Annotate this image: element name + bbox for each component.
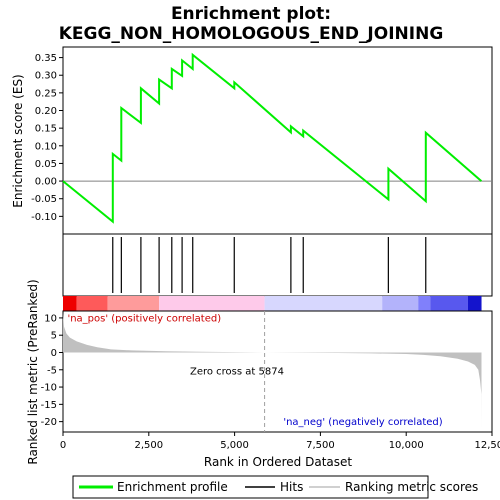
colorbar-segment bbox=[264, 296, 383, 311]
colorbar-segment bbox=[382, 296, 419, 311]
rank-y-tick-label: 0 bbox=[51, 348, 57, 359]
rank-y-tick-label: -20 bbox=[41, 417, 57, 428]
rank-y-axis: 10 5 0 -5 -10 -15 -20 bbox=[41, 313, 63, 428]
rank-y-tick-label: -10 bbox=[41, 383, 57, 394]
es-y-tick-label: 0.30 bbox=[35, 71, 57, 82]
legend-hits-label: Hits bbox=[280, 480, 303, 494]
rank-y-tick-label: 10 bbox=[44, 313, 57, 324]
rank-annotation: 'na_pos' (positively correlated) bbox=[67, 313, 221, 324]
rank-y-tick-label: -5 bbox=[47, 365, 57, 376]
rank-y-axis-title: Ranked list metric (PreRanked) bbox=[26, 279, 40, 464]
es-y-tick-label: 0.10 bbox=[35, 141, 57, 152]
x-axis: 0 2,500 5,000 7,500 10,000 12,500 bbox=[60, 432, 500, 451]
es-y-axis: -0.10 -0.05 0.00 0.05 0.10 0.15 0.20 0.25 0.30 0.… bbox=[31, 53, 63, 223]
rank-y-tick-label: 5 bbox=[51, 331, 57, 342]
colorbar-segment bbox=[430, 296, 468, 311]
es-y-tick-label: 0.05 bbox=[35, 159, 57, 170]
x-tick-label: 0 bbox=[60, 440, 66, 451]
es-y-tick-label: -0.05 bbox=[31, 194, 57, 205]
rank-colorbar bbox=[63, 296, 482, 311]
legend-enrichment-label: Enrichment profile bbox=[117, 480, 228, 494]
rank-annotation: Zero cross at 5874 bbox=[190, 366, 284, 377]
es-y-tick-label: -0.10 bbox=[31, 212, 57, 223]
rank-y-tick-label: -15 bbox=[41, 400, 57, 411]
x-tick-label: 7,500 bbox=[306, 440, 335, 451]
colorbar-segment bbox=[159, 296, 265, 311]
es-y-tick-label: 0.15 bbox=[35, 124, 57, 135]
chart-title-line-2: KEGG_NON_HOMOLOGOUS_END_JOINING bbox=[59, 24, 444, 44]
legend-ranking-label: Ranking metric scores bbox=[345, 480, 478, 494]
es-panel bbox=[62, 46, 493, 235]
x-axis-title: Rank in Ordered Dataset bbox=[204, 455, 352, 469]
rank-annotation: 'na_neg' (negatively correlated) bbox=[283, 417, 442, 428]
es-y-tick-label: 0.20 bbox=[35, 106, 57, 117]
colorbar-segment bbox=[76, 296, 108, 311]
x-tick-label: 5,000 bbox=[220, 440, 249, 451]
rank-panel bbox=[62, 310, 493, 433]
es-y-tick-label: 0.35 bbox=[35, 53, 57, 64]
enrichment-profile-line bbox=[62, 52, 483, 224]
colorbar-segment bbox=[418, 296, 431, 311]
hits-marks bbox=[112, 237, 427, 293]
es-y-tick-label: 0.25 bbox=[35, 88, 57, 99]
rank-annotations: 'na_pos' (positively correlated) Zero cro… bbox=[67, 313, 442, 428]
x-tick-label: 10,000 bbox=[389, 440, 424, 451]
es-y-axis-title: Enrichment score (ES) bbox=[11, 74, 25, 207]
chart-title-line-1: Enrichment plot: bbox=[171, 4, 331, 24]
colorbar-segment bbox=[107, 296, 160, 311]
x-tick-label: 2,500 bbox=[134, 440, 163, 451]
x-tick-label: 12,500 bbox=[475, 440, 500, 451]
es-y-tick-label: 0.00 bbox=[35, 177, 57, 188]
colorbar-segment bbox=[63, 296, 77, 311]
colorbar-segment bbox=[467, 296, 482, 311]
hits-panel bbox=[62, 233, 493, 297]
